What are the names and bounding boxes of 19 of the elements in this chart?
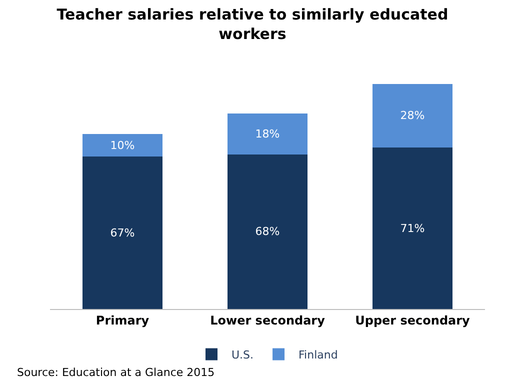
chart-title: Teacher salaries relative to similarly educated workers [56,5,448,43]
bar [228,154,308,309]
bar [82,156,162,309]
x-tick-label: Upper secondary [355,313,470,328]
data-label: 71% [400,222,425,235]
data-label: 10% [110,138,135,152]
data-label: 68% [255,225,280,238]
legend-label: Finland [298,348,338,362]
data-label: 67% [110,226,135,240]
x-tick-label: Lower secondary [210,313,326,328]
data-label: 18% [255,127,280,140]
bar [82,134,162,157]
bar [372,84,452,148]
legend-label: U.S. [232,348,254,362]
x-tick-label: Primary [96,313,150,328]
bar [228,113,308,154]
bar [372,148,452,309]
data-label: 28% [400,109,425,122]
source-note: Source: Education at a Glance 2015 [17,366,215,379]
